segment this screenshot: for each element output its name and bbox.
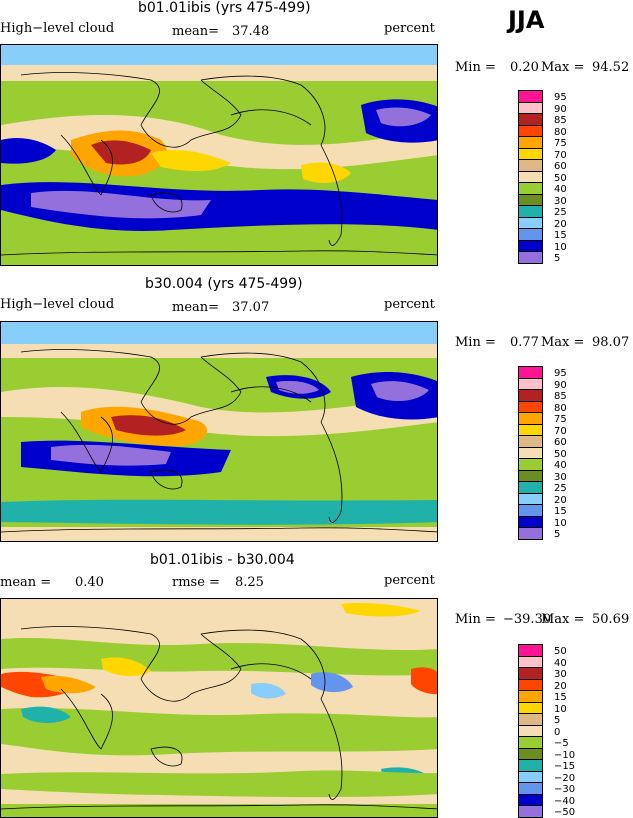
panel3-min-label: Min = <box>455 612 496 627</box>
colorbar-label: 15 <box>554 230 567 241</box>
colorbar-label: 30 <box>554 195 567 207</box>
panel1-title: b01.01ibis (yrs 475-499) <box>138 0 311 16</box>
colorbar-label: 85 <box>554 391 567 402</box>
colorbar-label: 40 <box>554 657 567 669</box>
colorbar-label: 70 <box>554 425 567 437</box>
colorbar-label: 30 <box>554 669 567 680</box>
panel3-title: b01.01ibis - b30.004 <box>150 552 295 568</box>
colorbar-label: 60 <box>554 437 567 448</box>
colorbar-label: 50 <box>554 172 567 184</box>
panel1-max-value: 94.52 <box>592 60 630 75</box>
colorbar-swatch <box>518 251 543 264</box>
panel2-map <box>0 321 438 542</box>
panel3-mean-label: mean = <box>0 575 52 590</box>
colorbar-label: −5 <box>554 738 569 749</box>
colorbar-label: 5 <box>554 715 561 726</box>
colorbar-label: 10 <box>554 703 567 715</box>
panel2-max-label: Max = <box>541 335 585 350</box>
colorbar-label: −50 <box>554 807 576 818</box>
colorbar-label: 10 <box>554 241 567 253</box>
colorbar-label: 75 <box>554 414 567 425</box>
panel3-map-field <box>1 599 437 817</box>
colorbar-label: 40 <box>554 184 567 195</box>
panel2-mean-label: mean= <box>172 300 220 315</box>
panel2-min-label: Min = <box>455 335 496 350</box>
colorbar-label: 0 <box>554 726 561 738</box>
colorbar-label: 40 <box>554 460 567 471</box>
panel1-max-label: Max = <box>541 60 585 75</box>
panel2-units: percent <box>384 297 435 312</box>
colorbar-label: 80 <box>554 402 567 414</box>
panel3-rmse-value: 8.25 <box>235 575 264 590</box>
colorbar-swatch <box>518 527 543 540</box>
panel2-max-value: 98.07 <box>592 335 630 350</box>
colorbar-label: 25 <box>554 483 567 494</box>
colorbar-label: 60 <box>554 161 567 172</box>
panel1-min-label: Min = <box>455 60 496 75</box>
panel1-map <box>0 44 438 266</box>
colorbar-label: 50 <box>554 646 567 657</box>
colorbar-label: 50 <box>554 448 567 460</box>
colorbar-label: −20 <box>554 772 576 784</box>
colorbar-label: 15 <box>554 506 567 517</box>
colorbar-label: 80 <box>554 126 567 138</box>
colorbar-label: −30 <box>554 784 576 795</box>
panel3-max-value: 50.69 <box>592 612 630 627</box>
colorbar-label: 75 <box>554 138 567 149</box>
panel2-mean-value: 37.07 <box>232 300 270 315</box>
colorbar-label: 20 <box>554 680 567 692</box>
colorbar-label: −15 <box>554 761 576 772</box>
panel2-min-value: 0.77 <box>510 335 539 350</box>
season-label: JJA <box>508 6 545 34</box>
colorbar-label: 20 <box>554 494 567 506</box>
panel1-map-field <box>1 45 437 265</box>
colorbar-swatch <box>518 805 543 818</box>
colorbar-label: 5 <box>554 253 561 264</box>
colorbar-label: 25 <box>554 207 567 218</box>
colorbar-label: 95 <box>554 92 567 103</box>
panel3-map <box>0 598 438 818</box>
colorbar-label: 70 <box>554 149 567 161</box>
colorbar-label: −10 <box>554 749 576 761</box>
panel3-max-label: Max = <box>541 612 585 627</box>
panel1-min-value: 0.20 <box>510 60 539 75</box>
colorbar-label: 85 <box>554 115 567 126</box>
panel1-units: percent <box>384 21 435 36</box>
colorbar-label: 20 <box>554 218 567 230</box>
colorbar-label: 30 <box>554 471 567 483</box>
panel3-units: percent <box>384 573 435 588</box>
colorbar-label: −40 <box>554 795 576 807</box>
panel2-map-field <box>1 322 437 541</box>
panel2-field-label: High−level cloud <box>0 297 115 312</box>
panel1-mean-value: 37.48 <box>232 24 270 39</box>
colorbar-label: 10 <box>554 517 567 529</box>
panel1-field-label: High−level cloud <box>0 21 115 36</box>
panel1-mean-label: mean= <box>172 24 220 39</box>
colorbar-label: 5 <box>554 529 561 540</box>
colorbar-label: 15 <box>554 692 567 703</box>
colorbar-label: 90 <box>554 103 567 115</box>
panel3-rmse-label: rmse = <box>172 575 220 590</box>
colorbar-label: 95 <box>554 368 567 379</box>
colorbar-label: 90 <box>554 379 567 391</box>
panel2-title: b30.004 (yrs 475-499) <box>145 276 303 292</box>
panel3-mean-value: 0.40 <box>75 575 104 590</box>
panel3-min-value: −39.30 <box>503 612 552 627</box>
